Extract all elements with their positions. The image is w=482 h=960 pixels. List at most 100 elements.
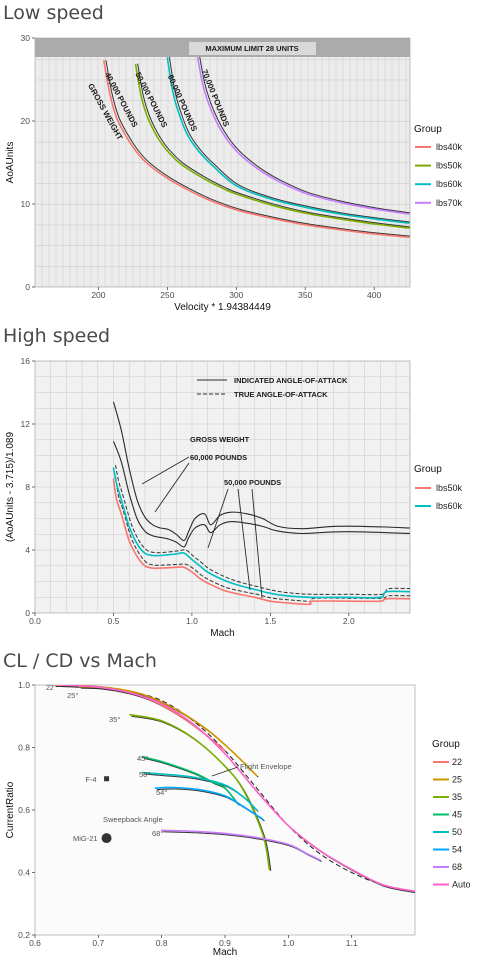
- legend-label-54: 54: [452, 845, 462, 855]
- x-tick-label: 0.0: [29, 616, 41, 626]
- x-tick-label: 250: [160, 290, 174, 300]
- scan-curve: [105, 60, 410, 237]
- y-tick-label: 12: [21, 419, 31, 429]
- series-line-lbs50k: [112, 478, 410, 606]
- plot-background: [34, 684, 416, 936]
- y-tick-label: 10: [21, 199, 31, 209]
- annotation-label: 68°: [152, 829, 163, 838]
- legend-label-lbs50k: lbs50k: [436, 161, 463, 171]
- max-limit-label-box: [189, 42, 316, 55]
- x-tick-label: 0.8: [156, 938, 168, 948]
- series-line-lbs50k: [134, 63, 410, 229]
- x-tick-label: 0.7: [92, 938, 104, 948]
- series-line-lbs60k: [112, 467, 410, 599]
- reference-curve: [112, 401, 410, 542]
- y-tick-label: 0.4: [18, 868, 30, 878]
- reference-curve: [112, 441, 410, 548]
- y-tick-label: 1.0: [18, 680, 30, 690]
- series-line-45: [141, 756, 239, 805]
- legend-label-25: 25: [452, 775, 462, 785]
- reference-point-label: F-4: [85, 775, 96, 784]
- y-tick-label: 20: [21, 116, 31, 126]
- plot-area: [53, 685, 415, 894]
- legend-label-Auto: Auto: [452, 880, 471, 890]
- x-tick-label: 1.1: [346, 938, 358, 948]
- scan-curve: [199, 56, 410, 214]
- cl-cd-chart: F-4 MiG-21 22 25° 35° 45° 50° 54° 68° Sweepback A…: [5, 680, 471, 958]
- annotation-label: 50°: [139, 770, 150, 779]
- reference-point-label: MiG-21: [73, 834, 98, 843]
- series-line-lbs70k: [196, 57, 410, 215]
- y-tick-label: 0.2: [18, 930, 30, 940]
- scan-leader-line: [207, 488, 229, 549]
- scan-grid: [35, 38, 410, 287]
- y-axis-title: (AoAUnits - 3.715)/1.089: [5, 432, 16, 542]
- annotation-label: Sweepback Angle: [103, 815, 163, 824]
- x-tick-label: 0.5: [108, 616, 120, 626]
- series-line-lbs60k: [166, 57, 410, 224]
- annotation-label: TRUE ANGLE-OF-ATTACK: [234, 390, 328, 399]
- series-line-25: [78, 685, 258, 777]
- x-tick-label: 2.0: [343, 616, 355, 626]
- scan-curve: [137, 63, 410, 228]
- legend-label-68: 68: [452, 862, 462, 872]
- scan-curve: [115, 465, 410, 596]
- y-tick-label: 0: [25, 608, 30, 618]
- x-axis-title: Velocity * 1.94384449: [174, 302, 271, 313]
- legend-label-45: 45: [452, 810, 462, 820]
- x-tick-label: 1.5: [264, 616, 276, 626]
- series-line-68: [160, 829, 321, 861]
- annotation-label: 54°: [156, 788, 167, 797]
- annotation-label: 45°: [137, 754, 148, 763]
- legend-label-lbs70k: lbs70k: [436, 198, 463, 208]
- series-line-50: [141, 771, 258, 811]
- annotation-label: 22: [46, 685, 54, 692]
- scan-grid: [35, 361, 410, 613]
- legend-label-lbs60k: lbs60k: [436, 179, 463, 189]
- plot-area: [112, 401, 410, 606]
- y-tick-label: 0.8: [18, 743, 30, 753]
- chart-title-low-speed: Low speed: [3, 2, 104, 24]
- scan-leader-line: [237, 488, 251, 591]
- scan-leader-line: [211, 766, 239, 777]
- annotation-label: Flight Envelope: [240, 762, 292, 771]
- y-tick-label: 16: [21, 356, 31, 366]
- y-tick-label: 8: [25, 482, 30, 492]
- scan-curve: [115, 476, 410, 602]
- y-tick-label: 0.6: [18, 805, 30, 815]
- series-line-lbs40k: [103, 60, 410, 238]
- reference-marker-square: [104, 776, 110, 782]
- series-line-Auto: [59, 685, 415, 893]
- x-tick-label: 1.0: [282, 938, 294, 948]
- x-tick-label: 0.6: [29, 938, 41, 948]
- annotation-label: 25°: [67, 691, 78, 700]
- legend-label-22: 22: [452, 757, 462, 767]
- scan-curve: [168, 56, 410, 223]
- y-axis-title: CurrentRatio: [5, 781, 16, 838]
- x-tick-label: 0.9: [219, 938, 231, 948]
- scan-leader-line: [251, 488, 263, 599]
- y-tick-label: 4: [25, 545, 30, 555]
- annotation-label: 35°: [109, 715, 120, 724]
- legend: Group lbs40k lbs50k lbs60k lbs70k: [414, 124, 463, 208]
- legend-label-lbs60k: lbs60k: [436, 501, 463, 511]
- legend-title: Group: [432, 739, 460, 750]
- x-axis-title: Mach: [210, 628, 234, 639]
- high-speed-chart: INDICATED ANGLE-OF-ATTACK TRUE ANGLE-OF-A…: [5, 356, 463, 639]
- y-tick-label: 30: [21, 33, 31, 43]
- legend-title: Group: [414, 124, 442, 135]
- legend-label-35: 35: [452, 792, 462, 802]
- scan-leader-line: [141, 456, 190, 485]
- x-tick-label: 1.0: [186, 616, 198, 626]
- chart-title-high-speed: High speed: [3, 325, 111, 347]
- annotation-label: GROSS WEIGHT: [190, 435, 250, 444]
- annotation-label: MAXIMUM LIMIT 28 UNITS: [205, 44, 298, 53]
- legend: Group 22 25 35 45 50 54 68 Auto: [432, 739, 471, 890]
- legend-label-lbs40k: lbs40k: [436, 142, 463, 152]
- plot-area: [103, 56, 410, 238]
- annotation-label: 50,000 POUNDS: [224, 478, 281, 487]
- annotation-label: 60,000 POUNDS: [190, 453, 247, 462]
- legend-label-lbs50k: lbs50k: [436, 483, 463, 493]
